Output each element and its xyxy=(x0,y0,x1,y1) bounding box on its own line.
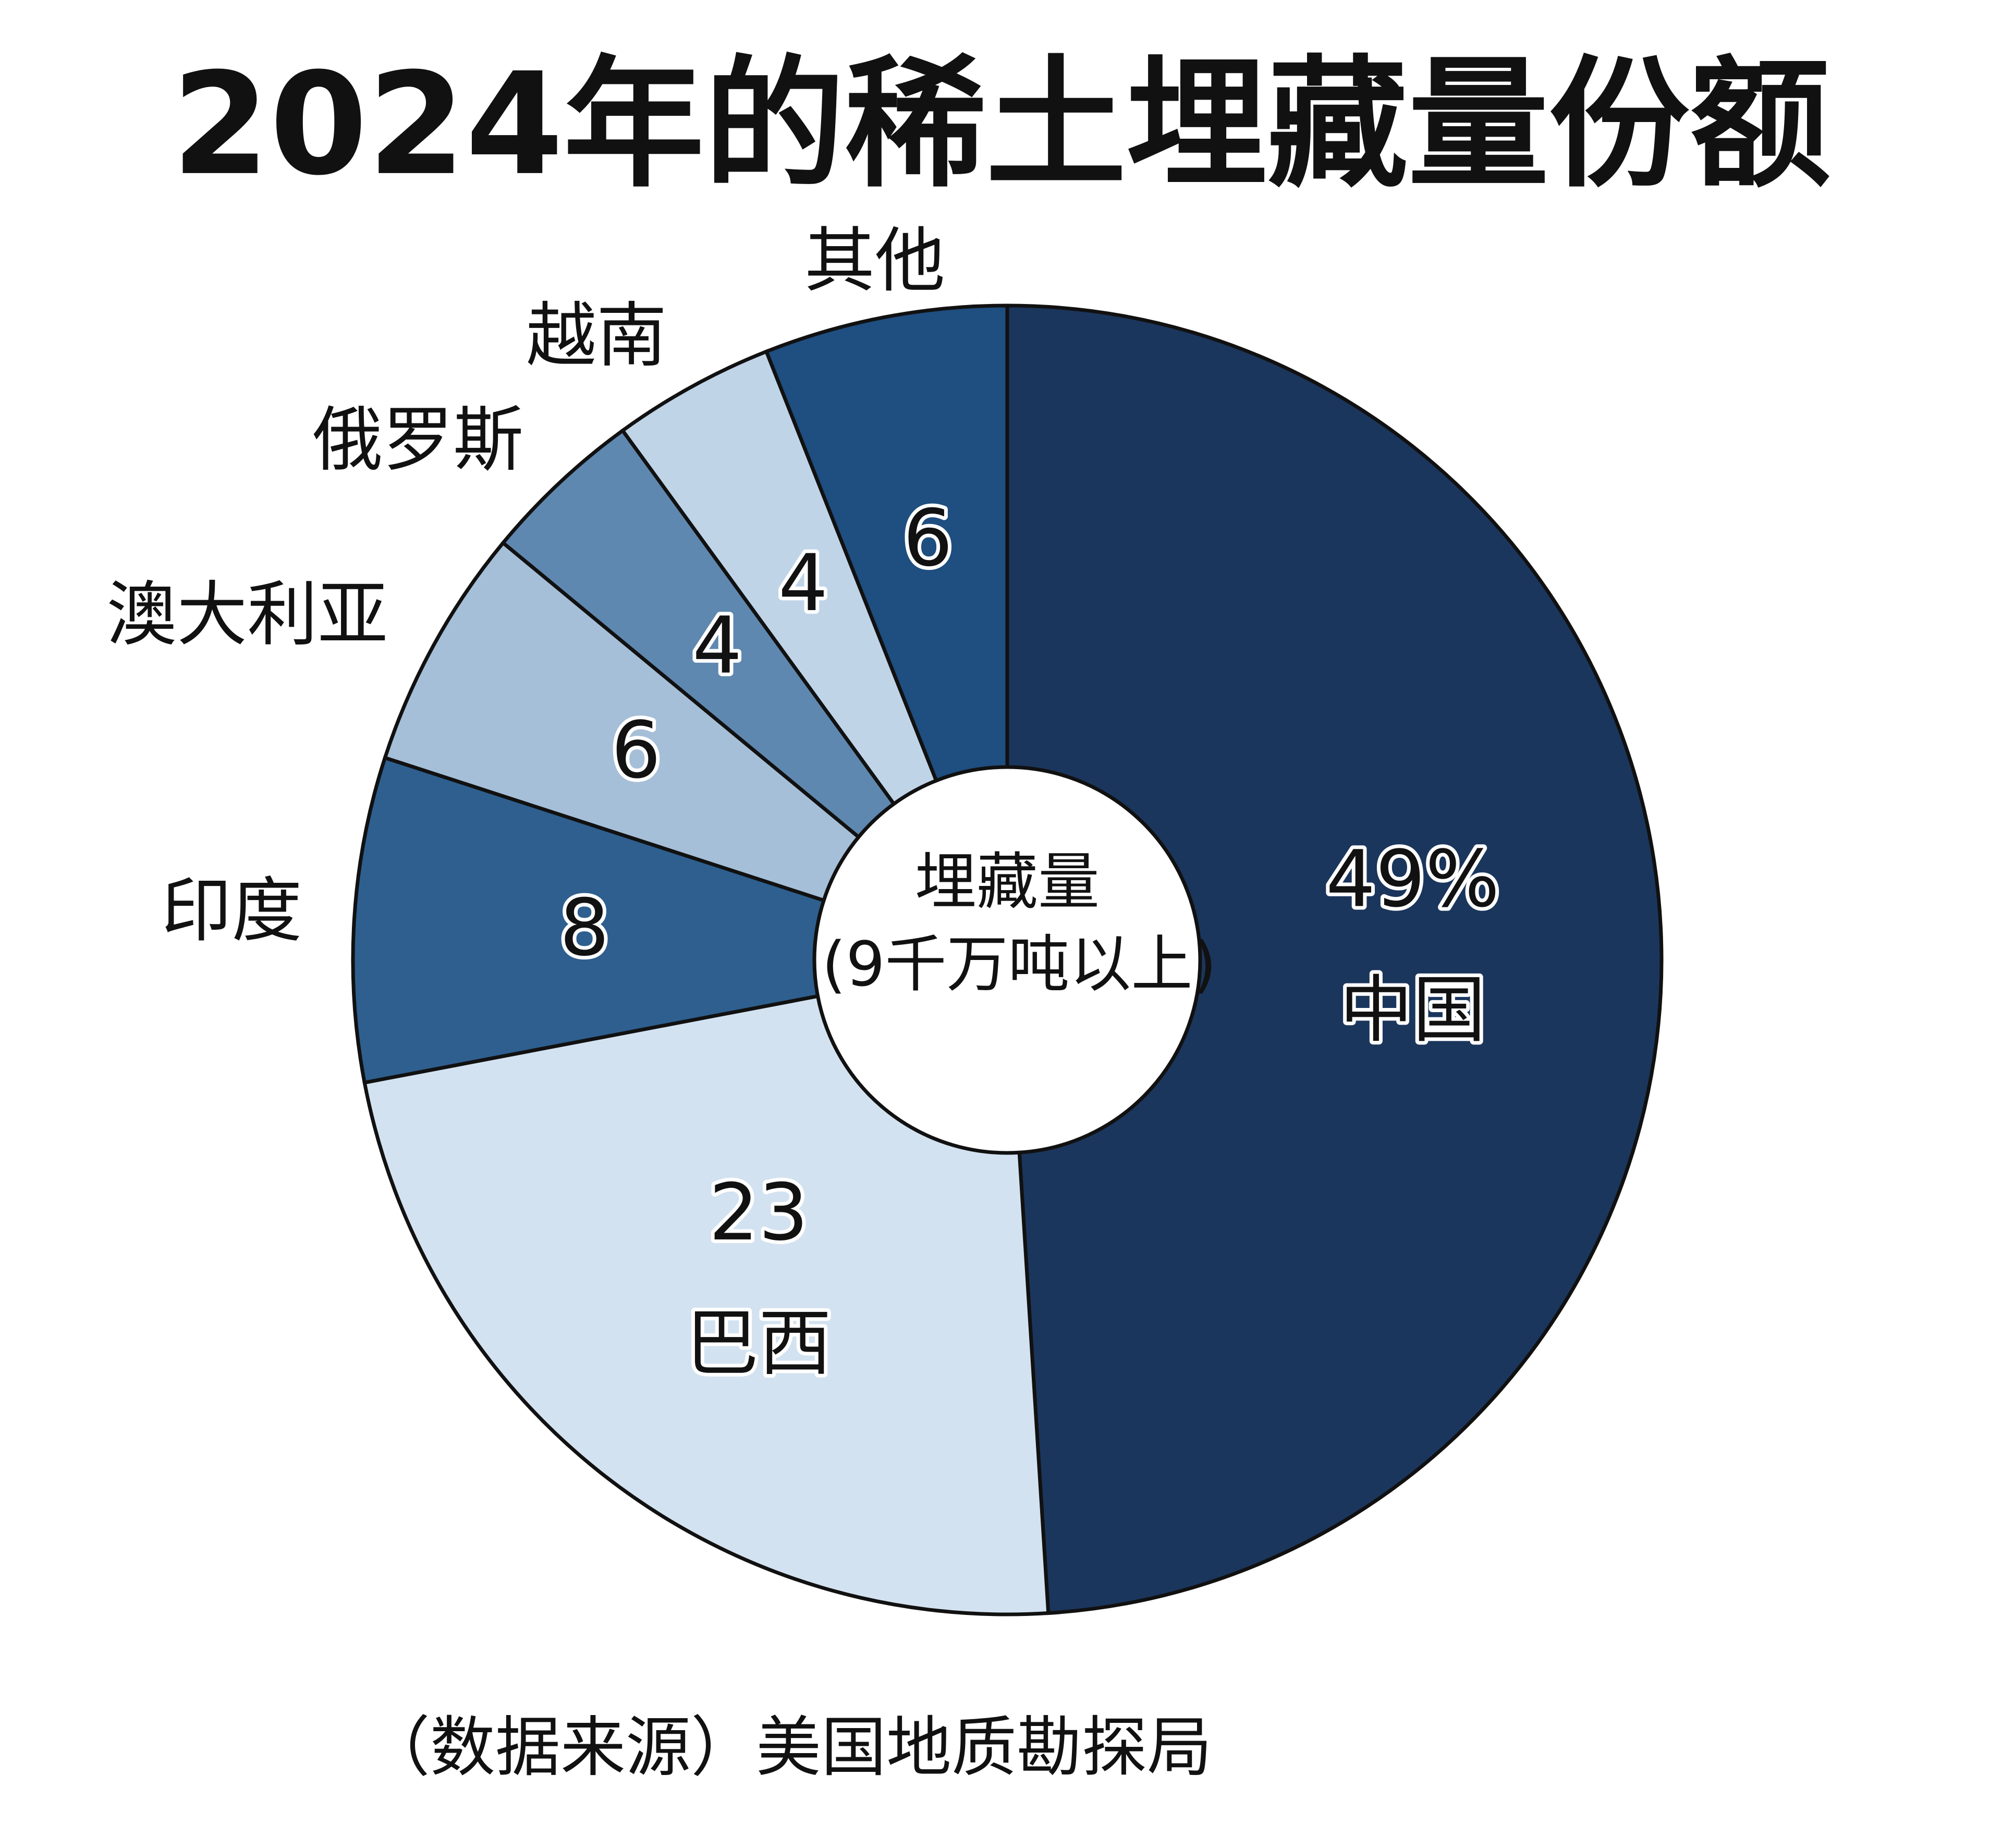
value-label: 23 xyxy=(709,1168,809,1258)
value-label: 6 xyxy=(611,706,661,796)
center-label: (9千万吨以上) xyxy=(822,928,1216,1000)
slice xyxy=(351,755,826,1085)
value-label: 8 xyxy=(559,883,609,974)
source-note: （数据来源）美国地质勘探局 xyxy=(365,1710,1212,1785)
category-label: 俄罗斯 xyxy=(312,399,523,481)
center-label: 埋藏量 xyxy=(915,846,1100,918)
donut xyxy=(351,303,1664,1616)
slice xyxy=(383,540,861,903)
category-label: 中国 xyxy=(1340,968,1486,1053)
slice xyxy=(620,349,939,807)
category-label: 澳大利亚 xyxy=(106,574,388,655)
category-label: 巴西 xyxy=(686,1301,832,1386)
category-label: 越南 xyxy=(526,295,667,376)
value-label: 4 xyxy=(778,538,828,629)
chart-title: 2024年的稀土埋藏量份额 xyxy=(172,42,1830,206)
value-label: 6 xyxy=(903,493,953,584)
slice xyxy=(1005,303,1664,1615)
slice xyxy=(500,428,897,840)
category-label: 其他 xyxy=(804,220,945,302)
value-label: 49% xyxy=(1326,834,1499,925)
category-label: 印度 xyxy=(161,870,302,952)
slice xyxy=(362,994,1051,1616)
slice xyxy=(764,303,1009,783)
value-label: 4 xyxy=(692,601,742,691)
